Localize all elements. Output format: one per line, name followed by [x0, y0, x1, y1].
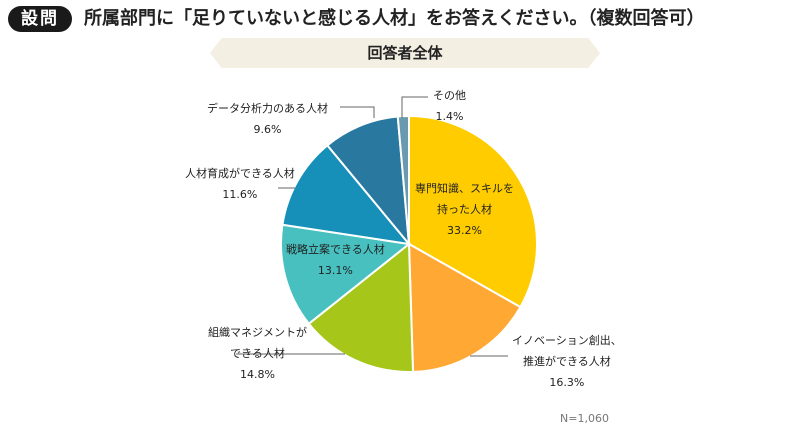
pie-slice-0 — [408, 114, 538, 309]
slice-label-4: 人材育成ができる人材 11.6% — [185, 167, 295, 201]
slice-label-3: 戦略立案できる人材 13.1% — [286, 243, 385, 277]
chart-title-banner: 回答者全体 — [210, 38, 600, 68]
slice-label-6: その他 1.4% — [433, 89, 466, 123]
question-badge: 設問 — [8, 6, 72, 32]
pie-slice-2 — [307, 241, 415, 373]
pie-slice-3 — [280, 223, 412, 326]
question-text: 所属部門に「足りていないと感じる人材」をお答えください。（複数回答可） — [84, 8, 705, 29]
pie-slice-5 — [326, 115, 411, 248]
sample-size-note: N=1,060 — [560, 412, 609, 425]
pie-slice-1 — [407, 242, 522, 373]
slice-label-2: 組織マネジメントが できる人材 14.8% — [208, 326, 307, 381]
slice-label-5: データ分析力のある人材 9.6% — [207, 102, 328, 136]
leader-line-4 — [401, 96, 428, 118]
slice-label-0: 専門知識、スキルを 持った人材 33.2% — [415, 182, 514, 237]
pie-slice-6 — [396, 114, 410, 245]
slice-label-1: イノベーション創出、 推進ができる人材 16.3% — [512, 334, 622, 389]
leader-line-3 — [340, 106, 375, 118]
pie-slice-4 — [281, 143, 412, 246]
